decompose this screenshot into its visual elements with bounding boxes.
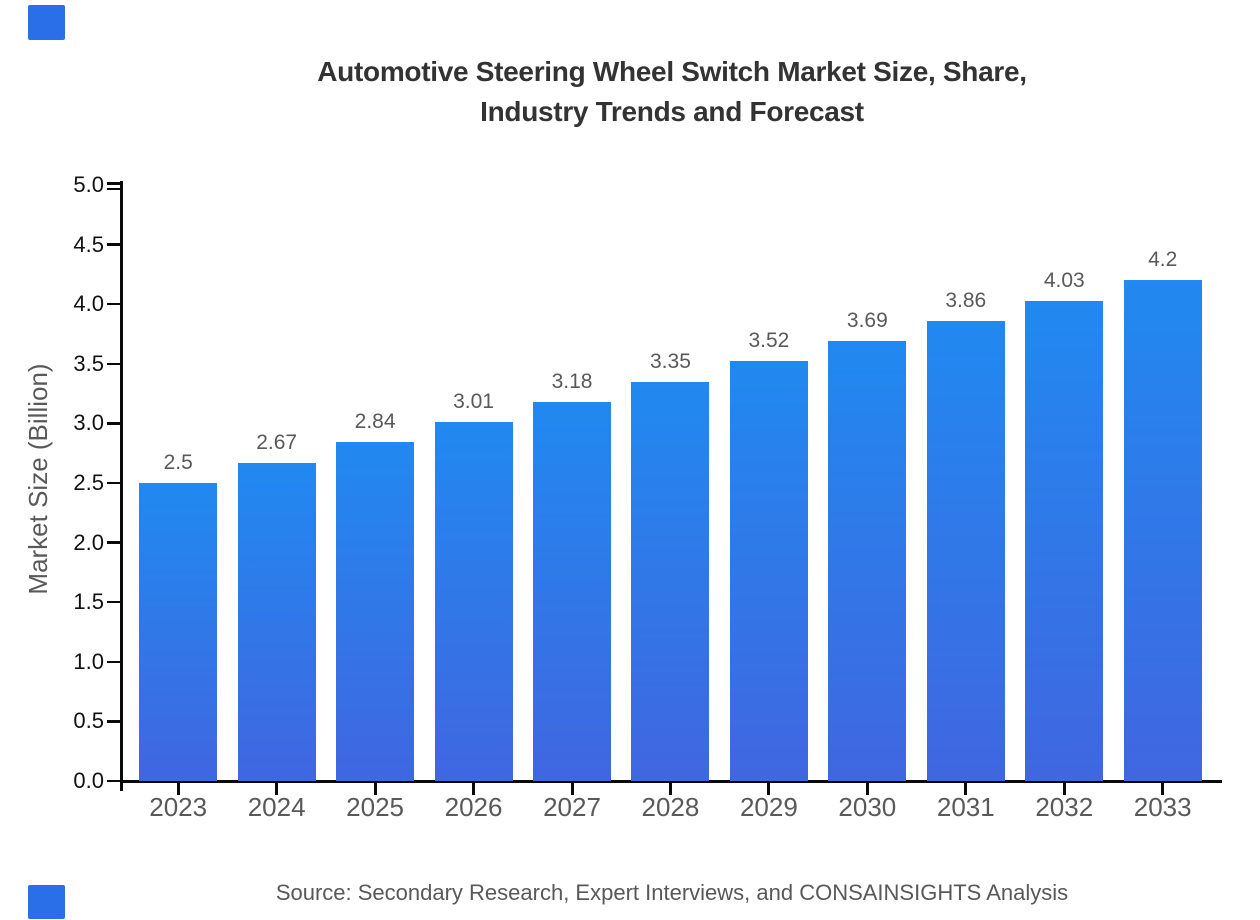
y-tick-label: 3.0	[73, 410, 104, 436]
y-tick-mark	[107, 541, 122, 544]
x-tick-label: 2028	[641, 792, 700, 822]
x-tick-label: 2025	[346, 792, 405, 822]
bar-value-label: 2.84	[354, 410, 396, 434]
y-tick-label: 2.0	[73, 529, 104, 555]
bar-value-label: 3.35	[650, 349, 691, 373]
x-tick-mark	[472, 783, 476, 795]
bar	[237, 462, 316, 781]
bar-value-label: 2.5	[163, 451, 193, 474]
bar-value-label: 4.03	[1043, 268, 1085, 292]
y-tick-label: 2.5	[73, 470, 104, 495]
y-tick-label: 4.5	[73, 231, 104, 257]
x-tick-mark	[1161, 783, 1165, 795]
y-tick-label: 1.0	[73, 648, 104, 674]
brand-square-top-left-icon	[28, 5, 65, 40]
y-tick-label: 1.5	[73, 589, 104, 615]
chart-title-line1: Automotive Steering Wheel Switch Market …	[317, 56, 1027, 87]
bar-value-label: 2.67	[256, 430, 298, 454]
x-tick-label: 2029	[739, 792, 798, 822]
chart-title-line2: Industry Trends and Forecast	[480, 96, 864, 127]
y-axis-line	[120, 181, 123, 791]
y-tick-mark	[107, 481, 122, 485]
bar	[1123, 280, 1202, 781]
x-axis-line	[120, 780, 1222, 783]
bar-value-label: 3.86	[945, 288, 987, 312]
y-tick-mark	[107, 779, 122, 783]
bar-value-label: 3.01	[453, 390, 494, 414]
bar-value-label: 3.52	[748, 329, 790, 353]
bar	[926, 320, 1005, 781]
y-tick-mark	[107, 362, 122, 366]
x-tick-label: 2030	[838, 792, 897, 822]
bar	[1025, 300, 1104, 781]
x-tick-mark	[964, 783, 968, 795]
y-tick-label: 3.5	[73, 350, 104, 376]
y-tick-mark	[107, 182, 122, 185]
bar	[828, 341, 907, 781]
y-tick-label: 4.0	[73, 291, 104, 317]
y-tick-mark	[107, 600, 122, 604]
y-tick-label: 5.0	[73, 172, 104, 197]
chart-title: Automotive Steering Wheel Switch Market …	[122, 52, 1222, 132]
x-tick-mark	[373, 783, 377, 795]
brand-square-bottom-left-icon	[28, 885, 65, 919]
source-note: Source: Secondary Research, Expert Inter…	[275, 880, 1069, 905]
x-tick-mark	[570, 783, 574, 795]
x-tick-mark	[275, 783, 279, 795]
bar	[434, 422, 513, 781]
x-tick-label: 2023	[149, 792, 208, 822]
x-tick-mark	[767, 783, 771, 795]
x-tick-label: 2024	[247, 792, 306, 822]
x-tick-label: 2031	[936, 792, 995, 822]
y-tick-mark	[107, 660, 122, 664]
bar	[631, 381, 710, 781]
y-tick-mark	[107, 302, 122, 306]
bar	[729, 361, 808, 781]
x-tick-mark	[1062, 783, 1066, 795]
y-tick-label: 0.0	[73, 768, 104, 793]
bar-value-label: 3.69	[846, 309, 888, 333]
bar	[336, 442, 415, 781]
y-tick-mark	[107, 243, 122, 246]
bar	[533, 401, 611, 781]
y-axis-top-cap	[107, 187, 122, 190]
y-tick-label: 0.5	[73, 708, 104, 734]
x-tick-mark	[176, 783, 180, 795]
x-tick-label: 2026	[444, 792, 503, 822]
bar-value-label: 3.18	[551, 369, 593, 393]
y-tick-mark	[107, 422, 122, 425]
x-tick-mark	[668, 783, 672, 795]
x-tick-mark	[865, 783, 869, 795]
x-tick-label: 2027	[543, 792, 601, 822]
bar	[139, 483, 218, 781]
y-tick-mark	[107, 720, 122, 723]
x-tick-label: 2033	[1133, 792, 1192, 822]
bar-value-label: 4.2	[1148, 248, 1178, 272]
x-tick-label: 2032	[1035, 792, 1094, 822]
